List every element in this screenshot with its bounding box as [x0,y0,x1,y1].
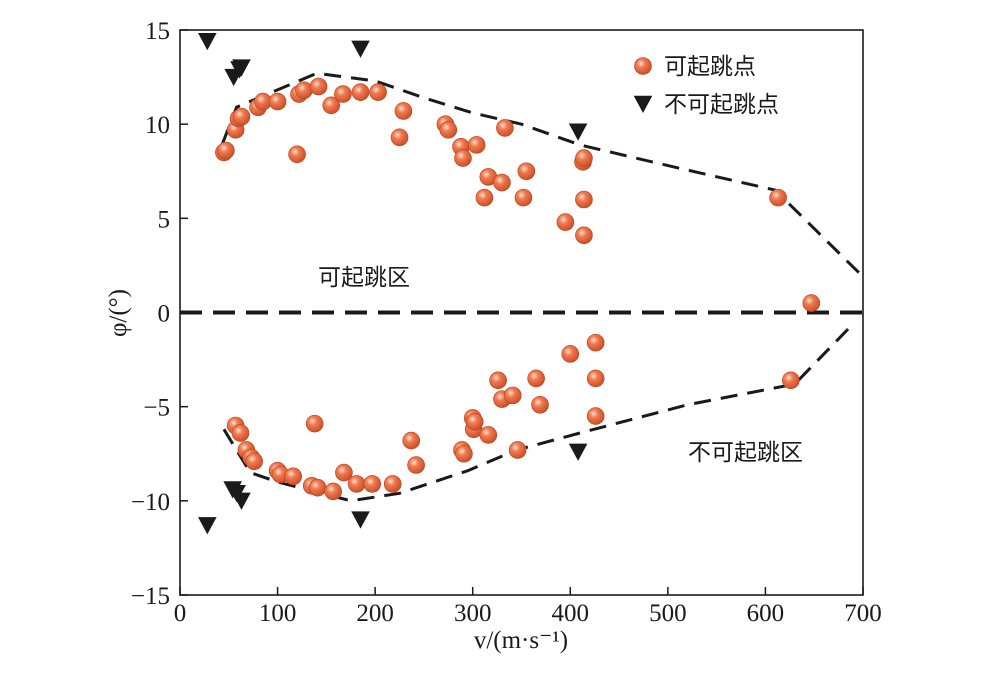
data-point-jumpable [324,482,342,501]
data-point-jumpable [347,475,366,493]
data-point-jumpable [295,81,313,100]
data-point-jumpable [217,141,235,160]
data-point-jumpable [575,149,593,167]
y-axis-label: φ/(°) [105,289,132,337]
data-point-jumpable [489,371,507,390]
data-point-jumpable [455,444,473,463]
data-point-jumpable [268,92,287,111]
data-point-jumpable [802,294,821,312]
data-point-jumpable [781,371,800,390]
data-point-jumpable [586,407,605,425]
data-point-non-jumpable [232,59,251,77]
x-tick-label: 700 [844,600,882,627]
y-tick-label: −5 [143,395,170,422]
data-point-non-jumpable [198,33,217,51]
data-point-jumpable [232,107,251,126]
x-tick-label: 300 [454,600,492,627]
data-point-jumpable [394,102,413,120]
data-point-jumpable [514,188,533,207]
legend-marker-jumpable [634,57,652,75]
data-point-jumpable [454,149,472,167]
data-point-jumpable [586,333,605,352]
data-point-jumpable [496,119,514,137]
data-point-jumpable [284,467,302,486]
x-tick-label: 600 [747,600,785,627]
data-point-jumpable [769,188,787,207]
data-point-jumpable [508,441,527,459]
data-point-jumpable [465,412,484,431]
data-point-jumpable [561,345,580,363]
data-point-non-jumpable [351,40,370,58]
region-label-non-jumpable: 不可起跳区 [688,440,803,466]
data-point-jumpable [335,463,353,482]
data-point-jumpable [334,85,352,103]
y-tick-label: 5 [158,206,171,233]
data-point-jumpable [363,475,382,493]
data-point-non-jumpable [198,517,217,535]
x-tick-label: 400 [552,600,590,627]
data-point-jumpable [309,77,328,96]
y-tick-label: −15 [131,583,170,610]
data-point-jumpable [575,190,593,209]
data-point-non-jumpable [351,511,370,529]
data-point-jumpable [479,426,498,444]
data-point-jumpable [231,424,250,442]
region-label-jumpable: 可起跳区 [318,265,410,291]
data-point-jumpable [467,136,486,154]
y-tick-label: 0 [158,301,171,328]
y-tick-label: −10 [131,489,170,516]
data-point-jumpable [475,188,494,207]
data-point-jumpable [575,226,593,245]
x-axis-label: v/(m·s⁻¹) [474,627,568,654]
data-point-jumpable [503,386,522,405]
legend-label: 可起跳点 [664,54,756,80]
x-tick-label: 100 [259,600,297,627]
plot-marks [180,33,865,535]
data-point-jumpable [322,96,341,115]
x-tick-label: 0 [174,600,187,627]
data-point-jumpable [517,162,536,181]
data-point-jumpable [527,369,545,388]
data-point-jumpable [407,456,425,474]
data-point-jumpable [390,128,409,147]
y-tick-label: 15 [145,18,170,45]
y-tick-label: 10 [145,112,170,139]
data-point-jumpable [245,452,263,471]
data-point-jumpable [369,83,387,101]
legend-marker-non-jumpable [633,95,653,113]
data-point-jumpable [288,145,306,164]
x-tick-label: 500 [649,600,687,627]
data-point-jumpable [383,475,402,493]
data-point-jumpable [556,213,575,231]
data-point-jumpable [308,478,327,497]
data-point-non-jumpable [232,492,251,510]
axis-ticks: 0 100 200 300 400 500 600 700 −15 −10 −5 0 5 10 15 [131,18,882,627]
data-point-jumpable [351,83,370,101]
boundary-dashed-line-1 [222,322,855,503]
data-point-non-jumpable [568,443,588,461]
data-point-jumpable [493,173,511,192]
data-point-jumpable [305,414,324,433]
x-tick-label: 200 [356,600,394,627]
data-point-jumpable [402,431,421,450]
legend-label: 不可起跳点 [664,92,779,118]
data-point-jumpable [586,369,605,388]
data-point-jumpable [439,121,458,139]
data-point-jumpable [531,395,549,414]
data-point-non-jumpable [568,123,588,141]
